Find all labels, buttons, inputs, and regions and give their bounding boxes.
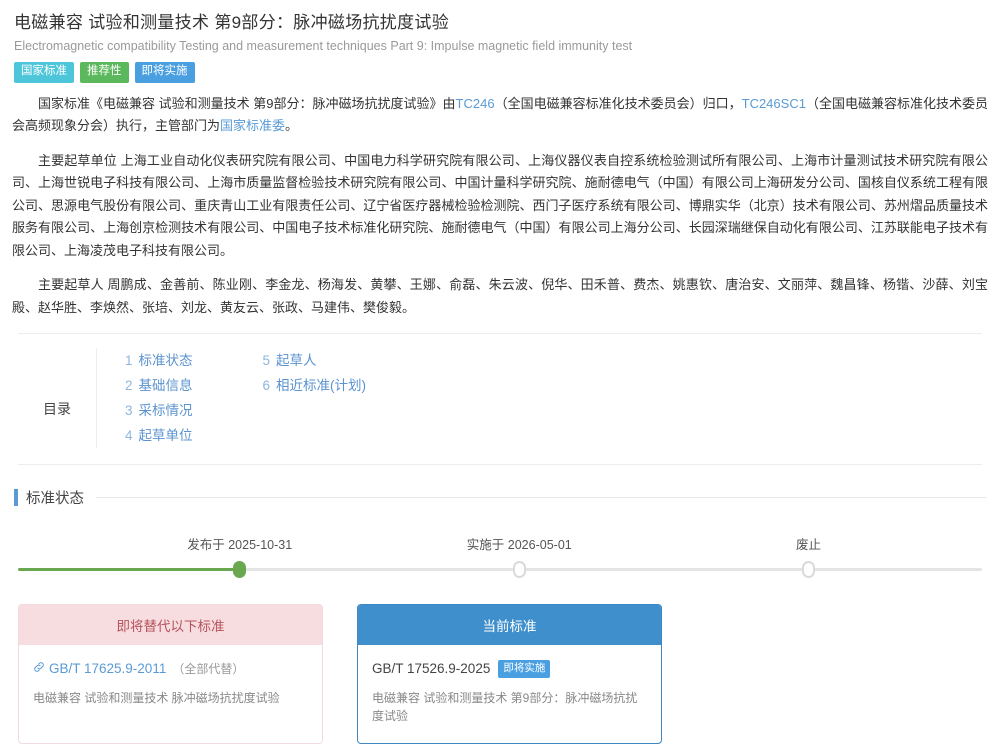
card-superseded-code-row: GB/T 17625.9-2011 （全部代替）: [33, 659, 308, 679]
card-current-code-row: GB/T 17526.9-2025 即将实施: [372, 659, 647, 679]
section-header-standard-status: 标准状态: [14, 487, 986, 508]
badge-recommended: 推荐性: [80, 62, 129, 83]
table-of-contents: 目录 1 标准状态 2 基础信息 3 采标情况 4 起草单位 5 起草人 6 相近标准(计划…: [18, 333, 982, 465]
drafters-label: 主要起草人: [38, 277, 104, 292]
toc-item-drafting-units[interactable]: 4 起草单位: [125, 423, 193, 448]
badge-national-standard: 国家标准: [14, 62, 74, 83]
overview-paragraph-scope: 国家标准《电磁兼容 试验和测量技术 第9部分：脉冲磁场抗扰度试验》由TC246（…: [12, 93, 988, 138]
page-title: 电磁兼容 试验和测量技术 第9部分：脉冲磁场抗扰度试验: [14, 13, 449, 32]
superseded-standard-description: 电磁兼容 试验和测量技术 脉冲磁场抗扰度试验: [33, 691, 280, 705]
toc-number: 2: [125, 378, 133, 393]
toc-link[interactable]: 起草人: [276, 353, 317, 368]
toc-item-adoption-status[interactable]: 3 采标情况: [125, 398, 193, 423]
toc-column-2: 5 起草人 6 相近标准(计划): [263, 348, 367, 448]
badge-upcoming: 即将实施: [134, 62, 195, 83]
toc-number: 5: [262, 353, 271, 368]
link-tc246sc1[interactable]: TC246SC1: [741, 95, 806, 111]
drafting-organizations-label: 主要起草单位: [38, 152, 117, 168]
toc-item-standard-status[interactable]: 1 标准状态: [125, 348, 193, 373]
toc-link[interactable]: 基础信息: [138, 378, 193, 393]
overview-text-1: 国家标准《电磁兼容 试验和测量技术 第9部分：脉冲磁场抗扰度试验》由: [38, 95, 456, 111]
section-title: 标准状态: [26, 491, 84, 507]
timeline-label-effective: 实施于 2026-05-01: [466, 538, 572, 552]
overview-text-3: （全国电磁兼容标准化技术委员会高频现象分会）执行，主管部门为: [12, 95, 988, 134]
drafters-paragraph: 主要起草人 周鹏成、金善前、陈业刚、李金龙、杨海发、黄攀、王娜、俞磊、朱云波、倪…: [12, 274, 988, 319]
toc-link[interactable]: 采标情况: [138, 403, 193, 418]
current-standard-description: 电磁兼容 试验和测量技术 第9部分：脉冲磁场抗扰度试验: [372, 691, 638, 723]
status-timeline: 发布于 2025-10-31 实施于 2026-05-01 废止: [18, 534, 982, 582]
superseded-standard-code-link[interactable]: GB/T 17625.9-2011: [49, 661, 167, 676]
toc-item-basic-info[interactable]: 2 基础信息: [125, 373, 193, 398]
toc-number: 1: [125, 353, 133, 368]
page-header: 电磁兼容 试验和测量技术 第9部分：脉冲磁场抗扰度试验 Electromagne…: [0, 0, 1000, 83]
section-divider: [96, 497, 986, 498]
card-current-standard: 当前标准 GB/T 17526.9-2025 即将实施 电磁兼容 试验和测量技术…: [357, 604, 662, 744]
badge-group: 国家标准 推荐性 即将实施: [14, 62, 986, 83]
section-accent-bar: [14, 489, 18, 506]
link-national-standards-committee[interactable]: 国家标准委: [220, 118, 286, 133]
timeline-progress-fill: [18, 568, 239, 571]
timeline-label-published: 发布于 2025-10-31: [187, 538, 293, 552]
toc-link[interactable]: 起草单位: [138, 428, 193, 443]
page-subtitle-english: Electromagnetic compatibility Testing an…: [14, 39, 633, 53]
link-icon: [33, 659, 45, 679]
toc-columns: 1 标准状态 2 基础信息 3 采标情况 4 起草单位 5 起草人 6 相近标准(计划): [97, 348, 436, 448]
superseded-replacement-note: （全部代替）: [172, 662, 245, 676]
drafting-organizations-value: 上海工业自动化仪表研究院有限公司、中国电力科学研究院有限公司、上海仪器仪表自控系…: [12, 152, 988, 258]
toc-title: 目录: [18, 348, 97, 448]
toc-link[interactable]: 标准状态: [138, 353, 193, 368]
timeline-node-effective: [512, 561, 526, 578]
card-current-body: GB/T 17526.9-2025 即将实施 电磁兼容 试验和测量技术 第9部分…: [358, 645, 661, 743]
toc-item-related-standards[interactable]: 6 相近标准(计划): [263, 373, 367, 398]
toc-column-1: 1 标准状态 2 基础信息 3 采标情况 4 起草单位: [125, 348, 193, 448]
current-standard-code: GB/T 17526.9-2025: [372, 661, 491, 676]
timeline-node-published: [233, 561, 247, 578]
link-tc246[interactable]: TC246: [455, 95, 495, 111]
toc-link[interactable]: 相近标准(计划): [276, 378, 367, 393]
card-superseded-standard: 即将替代以下标准 GB/T 17625.9-2011 （全部代替） 电磁兼容 试…: [18, 604, 323, 744]
card-superseded-body: GB/T 17625.9-2011 （全部代替） 电磁兼容 试验和测量技术 脉冲…: [19, 645, 322, 725]
toc-number: 4: [125, 428, 133, 443]
toc-number: 6: [262, 378, 271, 393]
overview-text-2: （全国电磁兼容标准化技术委员会）归口，: [494, 95, 742, 111]
timeline-label-abolished: 废止: [795, 538, 821, 552]
toc-item-drafters[interactable]: 5 起草人: [263, 348, 367, 373]
current-standard-status-badge: 即将实施: [498, 660, 551, 678]
drafters-value: 周鹏成、金善前、陈业刚、李金龙、杨海发、黄攀、王娜、俞磊、朱云波、倪华、田禾普、…: [12, 277, 988, 315]
timeline-track: [18, 568, 982, 571]
standard-relation-cards: 即将替代以下标准 GB/T 17625.9-2011 （全部代替） 电磁兼容 试…: [18, 604, 982, 744]
overview-text-4: 。: [285, 118, 299, 133]
drafting-organizations-paragraph: 主要起草单位 上海工业自动化仪表研究院有限公司、中国电力科学研究院有限公司、上海…: [12, 150, 988, 263]
timeline-node-abolished: [801, 561, 815, 578]
card-current-header: 当前标准: [358, 605, 661, 645]
toc-number: 3: [125, 403, 133, 418]
card-superseded-header: 即将替代以下标准: [19, 605, 322, 645]
